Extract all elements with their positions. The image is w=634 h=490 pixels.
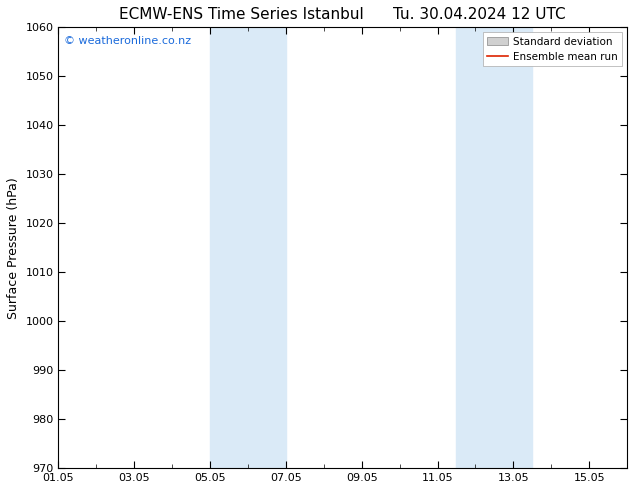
Bar [210, 27, 286, 468]
Bar [456, 27, 533, 468]
Text: © weatheronline.co.nz: © weatheronline.co.nz [64, 36, 191, 46]
Title: ECMW-ENS Time Series Istanbul      Tu. 30.04.2024 12 UTC: ECMW-ENS Time Series Istanbul Tu. 30.04.… [119, 7, 566, 22]
Y-axis label: Surface Pressure (hPa): Surface Pressure (hPa) [7, 177, 20, 318]
Legend: Standard deviation, Ensemble mean run: Standard deviation, Ensemble mean run [482, 32, 622, 66]
